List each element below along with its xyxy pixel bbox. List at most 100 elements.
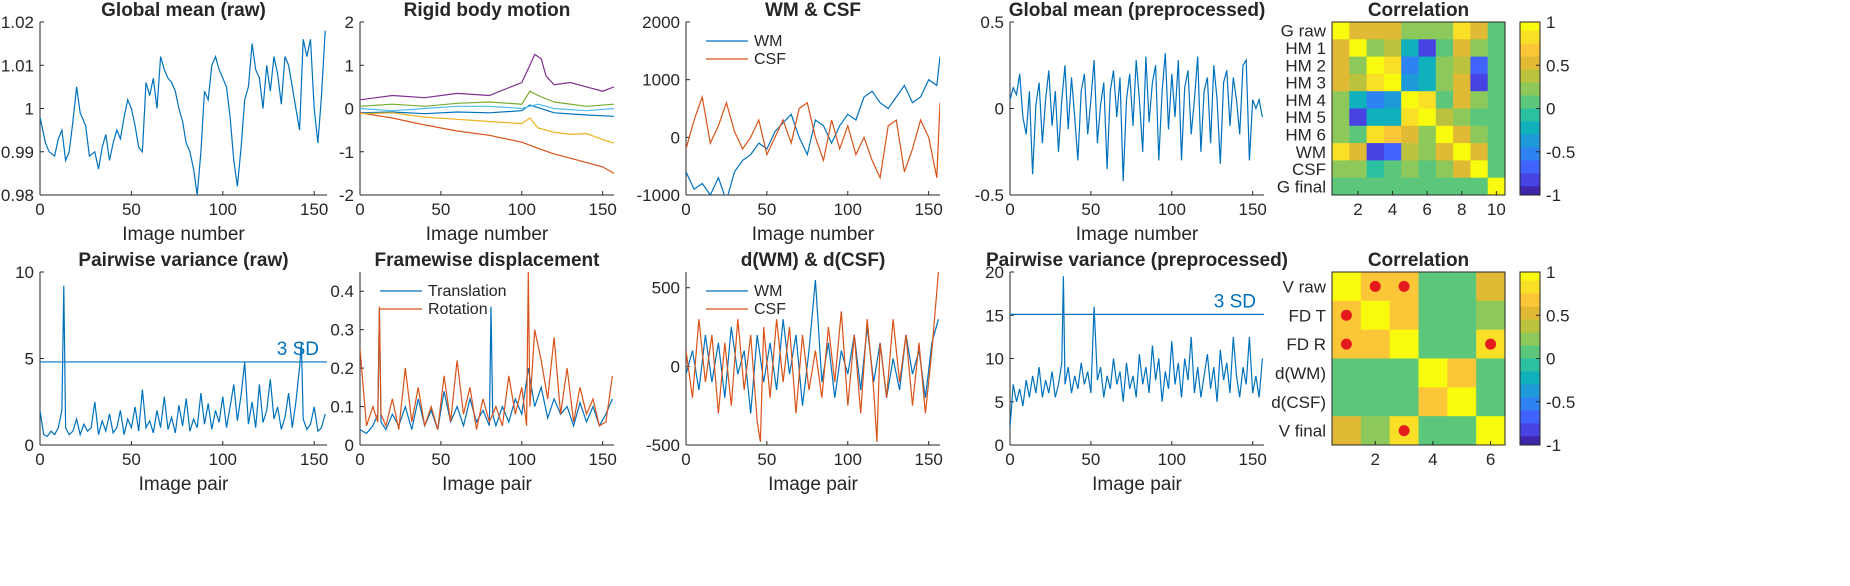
x-axis-label: Image pair bbox=[768, 474, 858, 495]
x-tick-label: 150 bbox=[588, 450, 616, 469]
chart-title: WM & CSF bbox=[765, 0, 861, 21]
heatmap-cell bbox=[1418, 329, 1448, 359]
significance-dot bbox=[1398, 425, 1410, 437]
heatmap-cell bbox=[1349, 177, 1368, 196]
y-tick-label: 0.99 bbox=[1, 143, 34, 162]
colorbar-segment bbox=[1520, 432, 1540, 437]
threshold-label: 3 SD bbox=[277, 339, 319, 360]
heatmap-cell bbox=[1453, 22, 1471, 40]
row-label: HM 3 bbox=[1285, 74, 1326, 93]
x-tick-label: 8 bbox=[1457, 200, 1466, 219]
series-line-5 bbox=[360, 103, 614, 112]
series-line-0 bbox=[40, 285, 326, 438]
colorbar-segment bbox=[1520, 436, 1540, 442]
x-tick-label: 50 bbox=[122, 450, 141, 469]
y-tick-label: -1000 bbox=[637, 186, 680, 205]
heatmap-cell bbox=[1453, 39, 1471, 58]
series-line-csf bbox=[686, 272, 939, 442]
colorbar-segment bbox=[1520, 99, 1540, 105]
heatmap-cell bbox=[1453, 143, 1471, 161]
colorbar-segment bbox=[1520, 34, 1540, 40]
y-tick-label: 0 bbox=[671, 357, 680, 376]
y-tick-label: 2 bbox=[345, 13, 354, 32]
y-tick-label: 5 bbox=[25, 350, 34, 369]
chart-title: Global mean (raw) bbox=[101, 0, 266, 21]
colorbar-segment bbox=[1520, 440, 1540, 446]
heatmap-cell bbox=[1366, 160, 1385, 179]
heatmap-cell bbox=[1383, 143, 1402, 161]
heatmap-cell bbox=[1332, 416, 1362, 446]
y-tick-label: -500 bbox=[646, 436, 680, 455]
y-tick-label: 10 bbox=[15, 263, 34, 282]
colorbar-segment bbox=[1520, 341, 1540, 347]
colorbar-segment bbox=[1520, 345, 1540, 351]
colorbar-segment bbox=[1520, 22, 1540, 27]
heatmap-cell bbox=[1487, 39, 1506, 58]
y-tick-label: 0.98 bbox=[1, 186, 34, 205]
heatmap-cell bbox=[1366, 91, 1385, 109]
y-tick-label: 1.01 bbox=[1, 56, 34, 75]
heatmap-cell bbox=[1435, 91, 1454, 109]
colorbar-segment bbox=[1520, 393, 1540, 398]
x-tick-label: 0 bbox=[35, 200, 44, 219]
x-tick-label: 50 bbox=[1081, 450, 1100, 469]
row-label: V raw bbox=[1283, 277, 1327, 296]
x-tick-label: 50 bbox=[431, 450, 450, 469]
row-label: d(WM) bbox=[1275, 364, 1326, 383]
heatmap-cell bbox=[1366, 125, 1385, 144]
heatmap-cell bbox=[1487, 73, 1506, 92]
heatmap-frame bbox=[1331, 271, 1506, 446]
colorbar-segment bbox=[1520, 95, 1540, 101]
row-label: HM 4 bbox=[1285, 91, 1326, 110]
panel-fd: Framewise displacement 0 50 100 150 0 0.1 0.2 0.… bbox=[330, 250, 617, 495]
x-tick-label: 150 bbox=[914, 450, 942, 469]
heatmap-cell bbox=[1435, 73, 1454, 92]
heatmap-cell bbox=[1401, 39, 1419, 58]
heatmap-cell bbox=[1349, 39, 1368, 58]
colorbar-segment bbox=[1520, 306, 1540, 312]
heatmap-cell bbox=[1418, 22, 1437, 40]
colorbar-segment bbox=[1520, 358, 1540, 364]
colorbar-segment bbox=[1520, 78, 1540, 84]
y-tick-label: 0 bbox=[25, 436, 34, 455]
y-tick-label: 0 bbox=[345, 436, 354, 455]
heatmap-cell bbox=[1453, 177, 1471, 196]
chart-title: Pairwise variance (preprocessed) bbox=[986, 250, 1288, 271]
heatmap-cell bbox=[1435, 160, 1454, 179]
y-tick-label: 0.1 bbox=[330, 398, 354, 417]
series-line-2 bbox=[360, 112, 614, 144]
heatmap-cell bbox=[1418, 73, 1437, 92]
colorbar-segment bbox=[1520, 362, 1540, 368]
colorbar-segment bbox=[1520, 319, 1540, 325]
row-label: HM 6 bbox=[1285, 125, 1326, 144]
legend-label: Translation bbox=[428, 283, 507, 300]
heatmap-cell bbox=[1401, 73, 1419, 92]
colorbar-segment bbox=[1520, 86, 1540, 92]
colorbar-segment bbox=[1520, 130, 1540, 135]
row-label: HM 1 bbox=[1285, 39, 1326, 58]
heatmap-cell bbox=[1332, 73, 1350, 92]
x-tick-label: 100 bbox=[508, 450, 536, 469]
panel-pv_raw: Pairwise variance (raw) 0 50 100 150 0 5 10 Imag… bbox=[15, 250, 328, 495]
significance-dot bbox=[1340, 309, 1352, 321]
chart-title: Framewise displacement bbox=[375, 250, 601, 271]
y-tick-label: 5 bbox=[995, 393, 1004, 412]
legend-label: Rotation bbox=[428, 301, 488, 318]
heatmap-cell bbox=[1366, 177, 1385, 196]
series-line-1 bbox=[360, 112, 614, 174]
heatmap-cell bbox=[1453, 160, 1471, 179]
heatmap-cell bbox=[1332, 177, 1350, 196]
colorbar-segment bbox=[1520, 69, 1540, 75]
x-tick-label: 6 bbox=[1486, 450, 1495, 469]
colorbar-segment bbox=[1520, 65, 1540, 71]
x-tick-label: 6 bbox=[1422, 200, 1431, 219]
colorbar-segment bbox=[1520, 293, 1540, 299]
heatmap-cell bbox=[1418, 56, 1437, 75]
series-line-wm bbox=[686, 279, 939, 414]
significance-dot bbox=[1398, 280, 1410, 292]
x-axis-label: Image number bbox=[752, 224, 875, 245]
panel-gm_pre: Global mean (preprocessed)0 50 100 150-0.50… bbox=[975, 0, 1267, 245]
x-tick-label: 150 bbox=[914, 200, 942, 219]
heatmap-cell bbox=[1401, 91, 1419, 109]
